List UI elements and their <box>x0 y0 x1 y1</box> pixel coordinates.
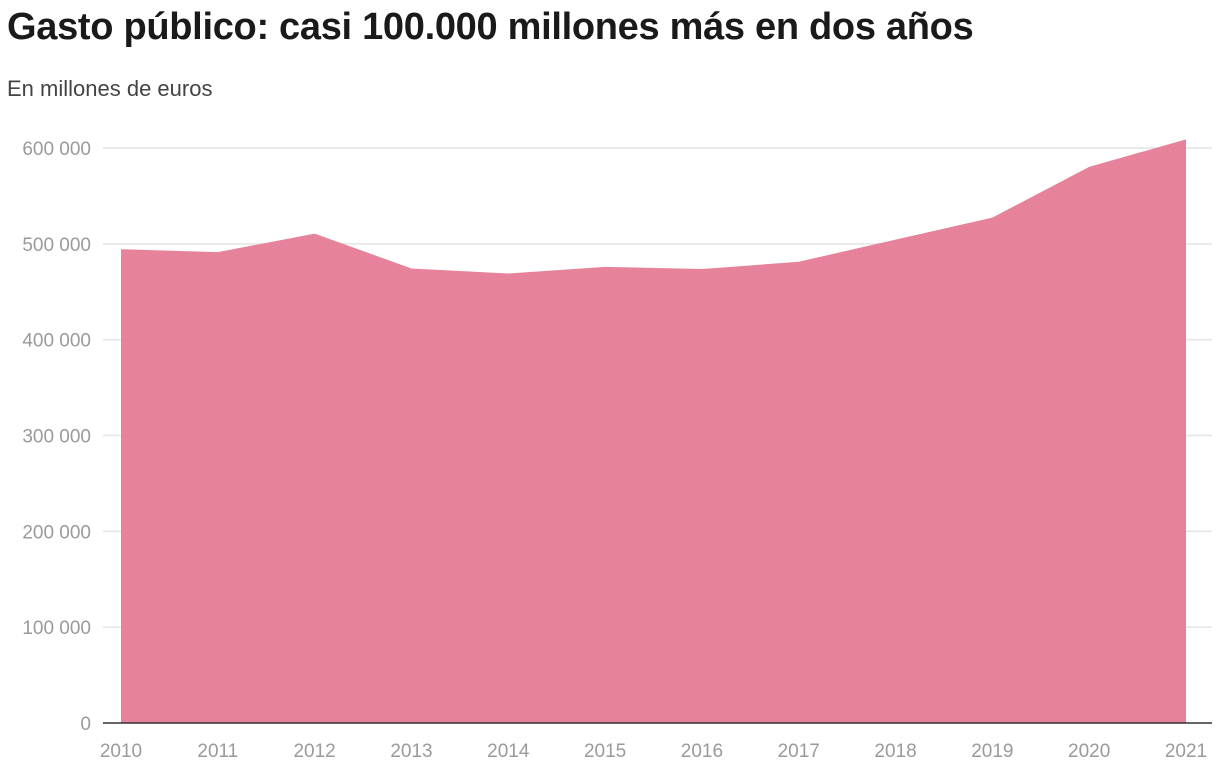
x-tick-label: 2019 <box>971 741 1013 762</box>
area-fill <box>121 139 1186 723</box>
x-tick-label: 2015 <box>584 741 626 762</box>
x-tick-label: 2010 <box>100 741 142 762</box>
x-tick-label: 2016 <box>681 741 723 762</box>
y-tick-label: 500 000 <box>22 235 91 256</box>
y-tick-label: 300 000 <box>22 427 91 448</box>
y-axis: 0 100 000 200 000 300 000 400 000 500 000 600 … <box>22 139 91 735</box>
area-series <box>120 139 1187 723</box>
y-tick-label: 0 <box>80 714 91 735</box>
x-tick-label: 2012 <box>293 741 335 762</box>
y-tick-label: 400 000 <box>22 331 91 352</box>
y-tick-label: 200 000 <box>22 522 91 543</box>
y-tick-label: 600 000 <box>22 139 91 160</box>
x-axis: 2010 2011 2012 2013 2014 2015 2016 2017 2018 2019… <box>100 722 1212 762</box>
x-tick-label: 2021 <box>1165 741 1207 762</box>
x-tick-label: 2020 <box>1068 741 1110 762</box>
x-tick-label: 2011 <box>197 741 238 762</box>
chart-subtitle: En millones de euros <box>7 76 213 101</box>
y-tick-label: 100 000 <box>22 618 91 639</box>
x-tick-label: 2017 <box>778 741 820 762</box>
x-tick-label: 2018 <box>874 741 916 762</box>
chart-title: Gasto público: casi 100.000 millones más… <box>7 6 974 48</box>
x-tick-label: 2013 <box>390 741 432 762</box>
x-tick-label: 2014 <box>487 741 530 762</box>
